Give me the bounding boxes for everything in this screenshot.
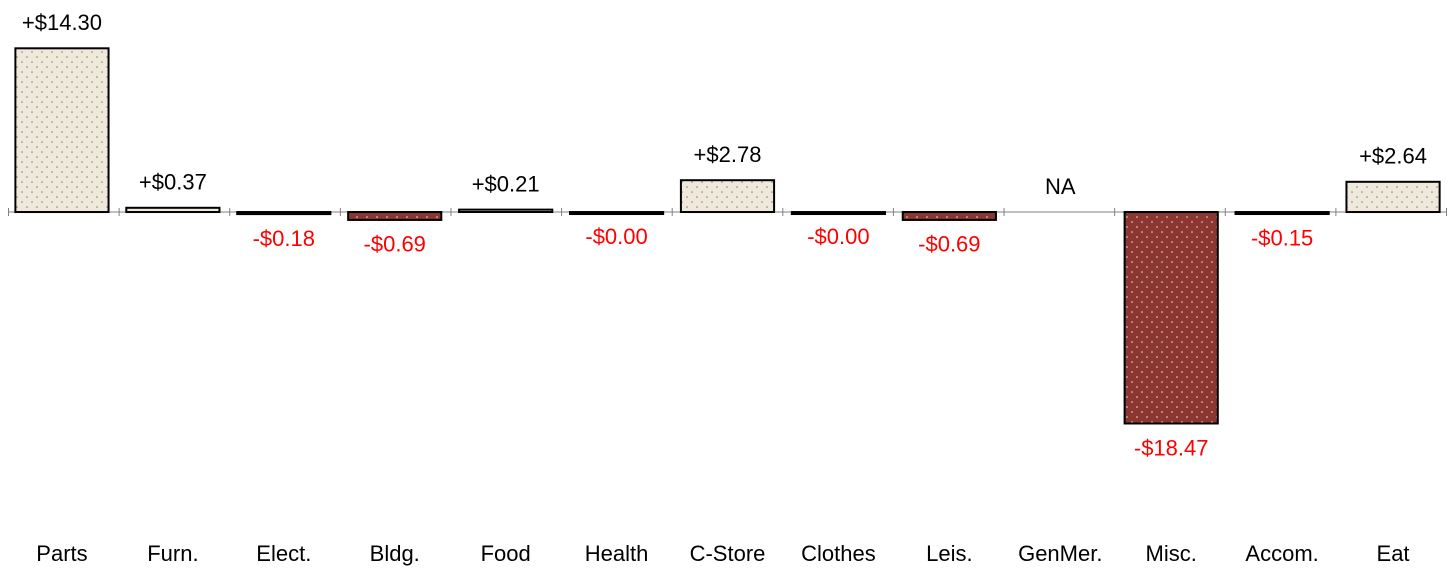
- value-label: -$0.18: [253, 226, 315, 251]
- x-tick-label: Furn.: [147, 541, 198, 566]
- x-tick-label: Parts: [36, 541, 87, 566]
- value-label: -$0.00: [585, 224, 647, 249]
- value-label: +$2.64: [1359, 144, 1427, 169]
- bar: [679, 179, 776, 214]
- bar: [1345, 180, 1441, 214]
- bar: [790, 211, 887, 216]
- x-tick-label: Bldg.: [370, 541, 420, 566]
- x-tick-label: Misc.: [1146, 541, 1197, 566]
- bar: [125, 206, 221, 214]
- value-label: -$0.69: [918, 232, 980, 257]
- value-label: -$0.00: [807, 224, 869, 249]
- bar: [1123, 211, 1219, 425]
- x-tick-label: Leis.: [926, 541, 972, 566]
- value-label: +$2.78: [694, 142, 762, 167]
- x-tick-label: Elect.: [256, 541, 311, 566]
- value-label: -$0.69: [364, 232, 426, 257]
- value-label: +$0.21: [472, 171, 540, 196]
- bar: [901, 211, 997, 221]
- x-tick-label: Accom.: [1245, 541, 1318, 566]
- value-label: +$0.37: [139, 170, 207, 195]
- x-tick-label: C-Store: [690, 541, 766, 566]
- value-label: +$14.30: [22, 10, 102, 35]
- bar: [568, 211, 665, 216]
- x-tick-label: GenMer.: [1018, 541, 1102, 566]
- value-label: -$18.47: [1134, 435, 1209, 460]
- x-tick-label: Health: [585, 541, 649, 566]
- bar: [458, 208, 554, 214]
- bar: [14, 47, 110, 214]
- bar: [347, 211, 443, 221]
- value-label: -$0.15: [1251, 226, 1313, 251]
- x-tick-label: Eat: [1377, 541, 1410, 566]
- x-tick-label: Food: [481, 541, 531, 566]
- value-label: NA: [1045, 174, 1076, 199]
- bar: [236, 211, 332, 216]
- x-tick-label: Clothes: [801, 541, 876, 566]
- bar: [1234, 211, 1330, 216]
